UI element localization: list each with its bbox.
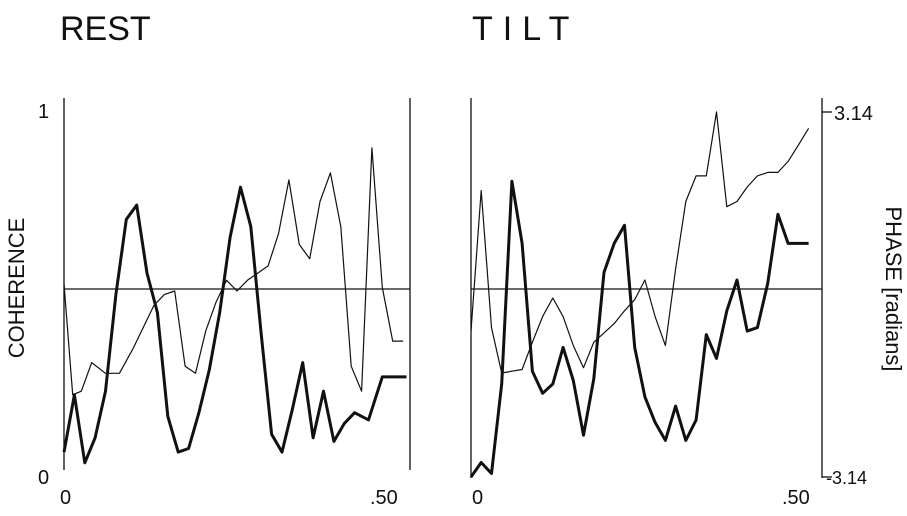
rest-xtick-start: 0 xyxy=(60,487,71,509)
tilt-series-thin xyxy=(470,111,810,374)
tilt-ytick-top: 3.14 xyxy=(834,103,873,125)
rest-series-thin xyxy=(63,147,404,396)
rest-series-thick xyxy=(62,185,407,465)
tilt-xtick-start: 0 xyxy=(472,487,483,509)
tilt-series-thick xyxy=(469,179,809,478)
phase-axis-label: PHASE [radians] xyxy=(881,206,906,371)
rest-panel: 1 0 0 .50 COHERENCE xyxy=(4,98,411,509)
tilt-panel: 3.14 -3.14 0 .50 PHASE [radians] xyxy=(469,98,906,509)
tilt-xtick-end: .50 xyxy=(782,487,810,509)
rest-ytick-bottom: 0 xyxy=(38,467,49,489)
tilt-ytick-bottom: -3.14 xyxy=(826,468,867,488)
rest-xtick-end: .50 xyxy=(370,487,398,509)
rest-title: REST xyxy=(60,10,151,48)
tilt-title: TILT xyxy=(472,10,579,48)
coherence-axis-label: COHERENCE xyxy=(4,218,29,359)
rest-ytick-top: 1 xyxy=(38,101,49,123)
